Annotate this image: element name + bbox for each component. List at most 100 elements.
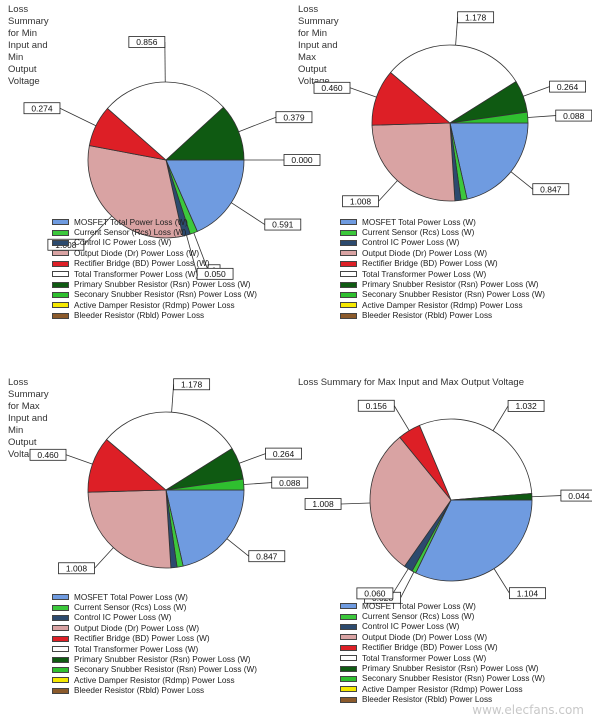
- leader-line: [59, 107, 97, 127]
- leader-line: [231, 202, 266, 225]
- chart-title: Loss Summary for Max Input and Max Outpu…: [298, 377, 525, 388]
- chart-legend: MOSFET Total Power Loss (W) Current Senso…: [52, 592, 257, 696]
- legend-swatch: [52, 281, 69, 288]
- legend-swatch: [340, 644, 357, 651]
- legend-item: Primary Snubber Resistor (Rsn) Power Los…: [52, 654, 257, 664]
- legend-swatch: [340, 623, 357, 630]
- legend-item: Output Diode (Dr) Power Loss (W): [52, 248, 257, 258]
- legend-item: Control IC Power Loss (W): [340, 622, 545, 632]
- legend-label: Primary Snubber Resistor (Rsn) Power Los…: [362, 280, 539, 290]
- legend-swatch: [340, 686, 357, 693]
- legend-label: Rectifier Bridge (BD) Power Loss (W): [362, 643, 498, 653]
- chart-title: Loss Summary for Min Input and Max Outpu…: [298, 4, 339, 87]
- legend-label: Active Damper Resistor (Rdmp) Power Loss: [362, 300, 523, 310]
- legend-item: Output Diode (Dr) Power Loss (W): [340, 632, 545, 642]
- legend-label: Primary Snubber Resistor (Rsn) Power Los…: [74, 280, 251, 290]
- legend-label: Bleeder Resistor (Rbld) Power Loss: [74, 311, 205, 321]
- data-label-box: [265, 447, 302, 460]
- data-label-box: [275, 111, 313, 124]
- legend-item: Rectifier Bridge (BD) Power Loss (W): [52, 634, 257, 644]
- legend-item: Rectifier Bridge (BD) Power Loss (W): [340, 259, 545, 269]
- leader-line: [193, 232, 209, 271]
- legend-label: Seconary Snubber Resistor (Rsn) Power Lo…: [362, 674, 545, 684]
- pie-slice: [165, 489, 245, 567]
- leader-line: [83, 215, 113, 246]
- legend-item: Control IC Power Loss (W): [340, 238, 545, 248]
- legend-swatch: [52, 260, 69, 267]
- data-label: 0.379: [283, 112, 305, 122]
- data-label: 0.460: [321, 83, 343, 93]
- pie-slice: [418, 418, 533, 501]
- legend-label: Current Sensor (Rcs) Loss (W): [74, 603, 187, 613]
- legend-swatch: [340, 312, 357, 319]
- legend-swatch: [340, 302, 357, 309]
- legend-item: MOSFET Total Power Loss (W): [52, 217, 257, 227]
- data-label-box: [560, 489, 592, 502]
- legend-swatch: [52, 614, 69, 621]
- legend-swatch: [340, 603, 357, 610]
- data-label: 0.847: [540, 184, 562, 194]
- leader-line: [378, 180, 398, 202]
- pie-slice: [164, 106, 245, 161]
- legend-item: Output Diode (Dr) Power Loss (W): [340, 248, 545, 258]
- legend-label: MOSFET Total Power Loss (W): [74, 592, 188, 602]
- legend-item: Output Diode (Dr) Power Loss (W): [52, 623, 257, 633]
- pie-slice: [415, 499, 533, 582]
- legend-swatch: [52, 291, 69, 298]
- legend-label: Bleeder Resistor (Rbld) Power Loss: [362, 695, 493, 705]
- data-label-box: [173, 378, 211, 391]
- leader-line: [239, 453, 266, 464]
- data-label: 0.050: [204, 269, 226, 279]
- leader-line: [94, 547, 114, 569]
- legend-label: Control IC Power Loss (W): [362, 622, 460, 632]
- leader-line: [341, 502, 371, 505]
- pie-chart: 0.847 1.008 0.460 1.178 0.264 0.088: [313, 11, 592, 208]
- pie-slice: [106, 411, 233, 491]
- legend-label: Primary Snubber Resistor (Rsn) Power Los…: [362, 664, 539, 674]
- legend-item: Current Sensor (Rcs) Loss (W): [52, 227, 257, 237]
- chart-legend: MOSFET Total Power Loss (W) Current Senso…: [340, 601, 545, 705]
- leader-line: [349, 87, 377, 98]
- legend-label: Current Sensor (Rcs) Loss (W): [362, 228, 475, 238]
- data-label-box: [313, 81, 351, 94]
- legend-label: Rectifier Bridge (BD) Power Loss (W): [74, 634, 210, 644]
- legend-label: Current Sensor (Rcs) Loss (W): [74, 228, 187, 238]
- legend-swatch: [52, 302, 69, 309]
- legend-label: Active Damper Resistor (Rdmp) Power Loss: [74, 675, 235, 685]
- pie-slice: [450, 493, 533, 501]
- data-label-box: [271, 476, 309, 489]
- leader-line: [393, 405, 410, 431]
- legend-label: Total Transformer Power Loss (W): [362, 269, 487, 279]
- legend-item: Seconary Snubber Resistor (Rsn) Power Lo…: [340, 674, 545, 684]
- legend-item: Primary Snubber Resistor (Rsn) Power Los…: [340, 279, 545, 289]
- leader-line: [392, 568, 409, 594]
- legend-swatch: [340, 260, 357, 267]
- legend-swatch: [340, 239, 357, 246]
- legend-item: Active Damper Resistor (Rdmp) Power Loss: [340, 684, 545, 694]
- pie-chart: 0.847 1.008 0.460 1.178 0.264 0.088: [29, 378, 309, 575]
- data-label: 1.032: [515, 401, 537, 411]
- legend-item: Rectifier Bridge (BD) Power Loss (W): [52, 259, 257, 269]
- legend-item: Total Transformer Power Loss (W): [52, 644, 257, 654]
- data-label: 0.274: [31, 103, 53, 113]
- data-label: 0.460: [37, 450, 59, 460]
- data-label: 0.847: [256, 551, 278, 561]
- legend-swatch: [52, 666, 69, 673]
- legend-label: Total Transformer Power Loss (W): [362, 653, 487, 663]
- legend-label: Seconary Snubber Resistor (Rsn) Power Lo…: [74, 290, 257, 300]
- data-label: 1.104: [517, 588, 539, 598]
- leader-line: [243, 482, 272, 485]
- legend-label: Control IC Power Loss (W): [74, 613, 172, 623]
- leader-line: [523, 86, 550, 97]
- legend-swatch: [340, 655, 357, 662]
- legend-item: Total Transformer Power Loss (W): [340, 653, 545, 663]
- data-label: 0.088: [563, 111, 585, 121]
- legend-swatch: [52, 625, 69, 632]
- leader-line: [400, 571, 415, 598]
- legend-swatch: [52, 635, 69, 642]
- data-label-box: [509, 587, 546, 600]
- legend-item: Total Transformer Power Loss (W): [340, 269, 545, 279]
- legend-label: Rectifier Bridge (BD) Power Loss (W): [74, 259, 210, 269]
- legend-swatch: [52, 312, 69, 319]
